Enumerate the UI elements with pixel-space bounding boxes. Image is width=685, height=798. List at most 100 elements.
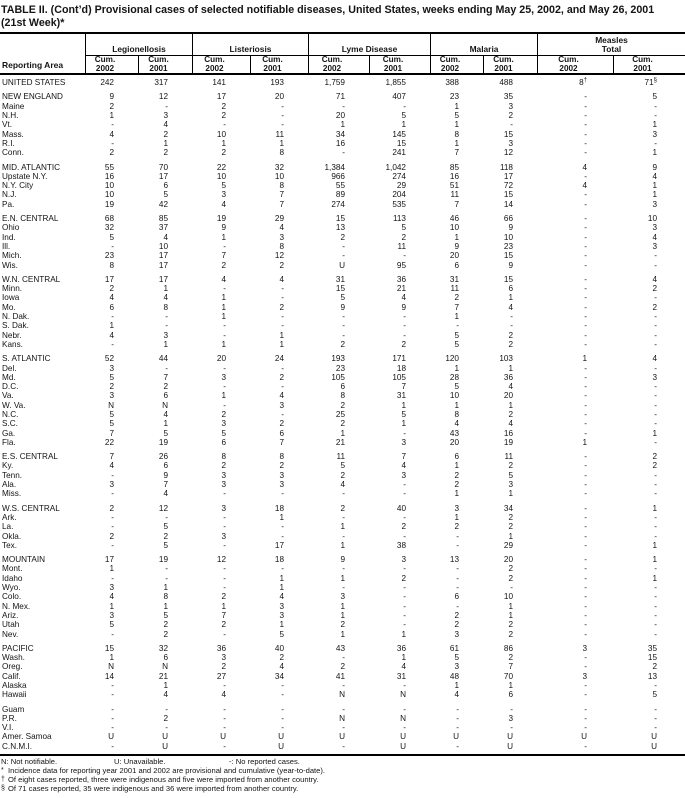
cell-value: 21 <box>335 437 345 447</box>
table-row: Mo. 6 8 1 2 9 9 7 4 - 2 <box>0 303 685 312</box>
cell-value: - <box>584 713 587 723</box>
cell-value: 2 <box>508 629 513 639</box>
cell-value: 5 <box>109 419 114 429</box>
cell-value: 3 <box>221 503 226 513</box>
cell-value: 2 <box>652 461 657 471</box>
cell-value: 16 <box>449 171 459 181</box>
cell-value: - <box>654 437 657 447</box>
legend-not-notifiable: N: Not notifiable. <box>1 757 58 767</box>
cell-value: - <box>654 489 657 499</box>
cell-value: 2 <box>508 522 513 532</box>
table-row: Oreg. N N 2 4 2 4 3 7 - 2 <box>0 662 685 671</box>
cell-value: 68 <box>104 214 114 224</box>
table-row: Ind. 5 4 1 3 2 2 1 10 - 4 <box>0 233 685 242</box>
column-header-cum-2001: Cum. 2001 <box>369 55 430 74</box>
cell-value: 3 <box>652 241 657 251</box>
cell-value: - <box>510 321 513 331</box>
cell-value: 3 <box>454 629 459 639</box>
cell-value: - <box>584 214 587 224</box>
cell-value: 193 <box>270 78 284 88</box>
table-row: V.I. - - - - - - - - - - <box>0 723 685 732</box>
row-label: V.I. <box>2 723 14 733</box>
cell-value: 12 <box>274 251 284 261</box>
cell-value: 4 <box>340 480 345 490</box>
row-label: Del. <box>2 363 17 373</box>
cell-value: 4 <box>279 662 284 672</box>
cell-value: 12 <box>216 555 226 565</box>
cell-value: - <box>654 321 657 331</box>
cell-value: 4 <box>109 330 114 340</box>
cell-value: 4 <box>454 690 459 700</box>
cell-value: 1 <box>221 232 226 242</box>
cell-value: 31 <box>335 274 345 284</box>
row-label: Alaska <box>2 681 27 690</box>
cell-value: - <box>584 251 587 261</box>
cell-value: - <box>111 741 114 751</box>
footnote-asterisk: * Incidence data for reporting year 2001… <box>1 766 685 775</box>
cell-value: 2 <box>163 629 168 639</box>
row-label: Wyo. <box>2 583 21 593</box>
cell-value: 3 <box>109 610 114 620</box>
cell-value: 1 <box>401 419 406 429</box>
cell-value: 13 <box>647 671 657 681</box>
cell-value: - <box>165 321 168 331</box>
cell-value: 28 <box>449 372 459 382</box>
cell-value: - <box>584 372 587 382</box>
column-header-cum-2002: Cum. 2002 <box>192 55 250 74</box>
cell-value: 3 <box>221 480 226 490</box>
row-label: Ind. <box>2 232 16 242</box>
cell-value: 15 <box>503 190 513 200</box>
cell-value: 5 <box>163 522 168 532</box>
group-header-lyme-disease: Lyme Disease <box>308 34 430 57</box>
table-row: P.R. - 2 - - N N - 3 - - <box>0 714 685 723</box>
table-row: MOUNTAIN 17 19 12 18 9 3 13 20 - 1 <box>0 555 685 564</box>
cell-value: 5 <box>454 653 459 663</box>
cell-value: 8 <box>454 129 459 139</box>
cell-value: 9 <box>454 241 459 251</box>
cell-value: - <box>403 321 406 331</box>
cell-value: N <box>108 662 114 672</box>
table-row: Md. 5 7 3 2 105 105 28 36 - 3 <box>0 373 685 382</box>
cell-value: 2 <box>279 653 284 663</box>
row-label: N.C. <box>2 409 19 419</box>
cell-value: 535 <box>392 199 406 209</box>
cell-value: - <box>456 540 459 550</box>
cell-value: 1 <box>454 489 459 499</box>
cell-value: - <box>654 704 657 714</box>
row-label: Maine <box>2 101 25 111</box>
cell-value: 1 <box>163 601 168 611</box>
cell-value: 1 <box>163 583 168 593</box>
cell-value: 4 <box>279 592 284 602</box>
cell-value: 5 <box>401 223 406 233</box>
table-row: Alaska - 1 - - - - 1 1 - - <box>0 681 685 690</box>
cell-value: 7 <box>454 148 459 158</box>
cell-value: - <box>281 489 284 499</box>
cell-value: 2 <box>508 573 513 583</box>
cell-value: 19 <box>104 199 114 209</box>
cell-value: - <box>584 312 587 322</box>
table-row: W.N. CENTRAL 17 17 4 4 31 36 31 15 - 4 <box>0 275 685 284</box>
group-header-malaria: Malaria <box>430 34 537 57</box>
row-label: Hawaii <box>2 690 27 700</box>
row-label: La. <box>2 522 14 532</box>
cell-value: - <box>654 260 657 270</box>
row-label: Ill. <box>2 241 11 251</box>
cell-value: 43 <box>449 428 459 438</box>
cell-value: 7 <box>401 382 406 392</box>
cell-value: - <box>584 653 587 663</box>
column-header-cum-2001: Cum. 2001 <box>250 55 308 74</box>
cell-value: 407 <box>392 92 406 102</box>
row-label: Fla. <box>2 437 16 447</box>
cell-value: - <box>584 330 587 340</box>
cell-value: 10 <box>647 214 657 224</box>
cell-value: N <box>400 713 406 723</box>
cell-value: - <box>510 312 513 322</box>
cell-value: 29 <box>274 214 284 224</box>
table-row: NEW ENGLAND 9 12 17 20 71 407 23 35 - 5 <box>0 92 685 101</box>
cell-value: - <box>281 120 284 130</box>
cell-value: - <box>223 522 226 532</box>
cell-value: 7 <box>279 437 284 447</box>
cell-value: 145 <box>392 129 406 139</box>
cell-value: 5 <box>508 470 513 480</box>
row-label: S.C. <box>2 419 18 429</box>
